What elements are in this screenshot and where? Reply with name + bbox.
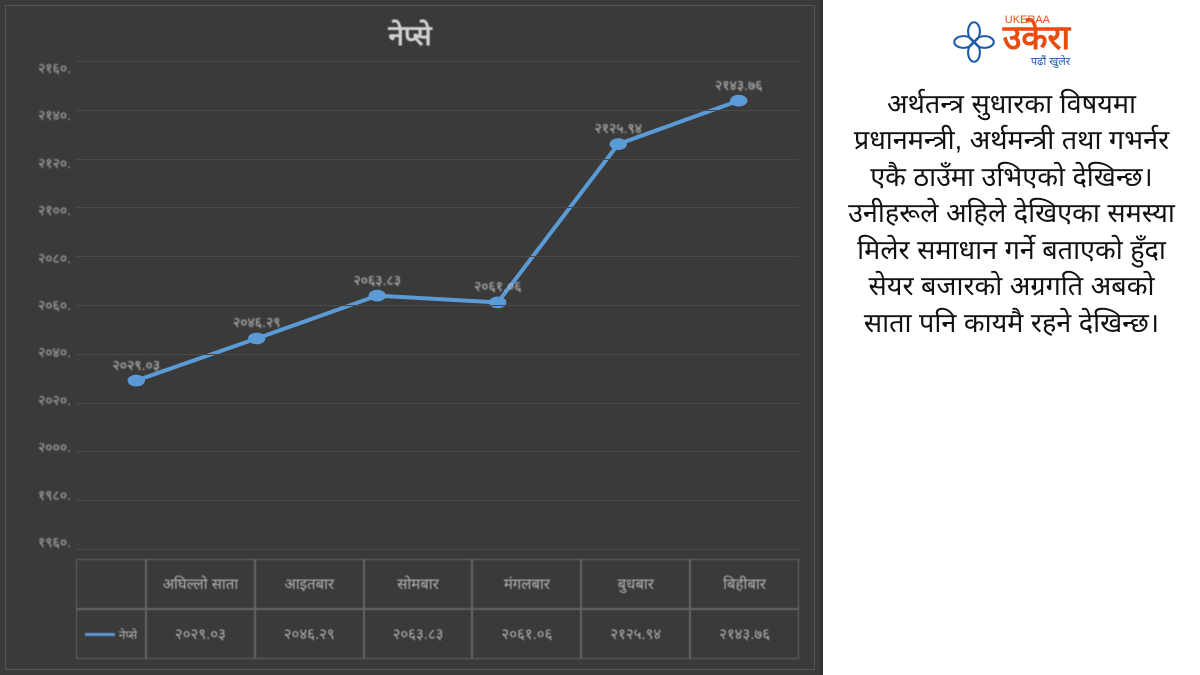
- legend-cell: नेप्से: [76, 609, 146, 659]
- y-tick: १९६०.: [16, 535, 71, 549]
- table-header-cell: आइतबार: [255, 559, 364, 609]
- data-point: [489, 297, 506, 309]
- y-tick: २०८०.: [16, 251, 71, 265]
- logo-main-text: उकेरा: [1003, 21, 1070, 55]
- y-tick: २१६०.: [16, 61, 71, 75]
- data-label: २०४६.२९: [233, 313, 281, 332]
- logo-text-block: UKERAA उकेरा पढौं खुलेर: [1003, 15, 1070, 68]
- grid-line: [76, 500, 799, 501]
- table-header-cell: सोमबार: [364, 559, 473, 609]
- data-label: २१२५.९४: [594, 119, 642, 138]
- y-tick: २०४०.: [16, 345, 71, 359]
- data-label: २०६३.८३: [353, 271, 401, 290]
- y-tick: २१००.: [16, 203, 71, 217]
- grid-line: [76, 159, 799, 160]
- grid-line: [76, 61, 799, 62]
- data-point: [369, 290, 386, 302]
- chart-inner: नेप्से २१६०. २१४०. २१२०. २१००. २०८०. २०६०. २०४…: [5, 5, 815, 670]
- data-point: [128, 375, 145, 387]
- data-point: [610, 138, 627, 150]
- data-point: [730, 95, 747, 107]
- logo-icon: [953, 21, 995, 63]
- logo-tagline: पढौं खुलेर: [1003, 57, 1070, 68]
- y-axis: २१६०. २१४०. २१२०. २१००. २०८०. २०६०. २०४०. २०२०.…: [16, 61, 71, 549]
- table-header-row: अघिल्लो साताआइतबारसोमबारमंगलबारबुधबारबिह…: [76, 559, 799, 609]
- data-table: अघिल्लो साताआइतबारसोमबारमंगलबारबुधबारबिह…: [76, 559, 799, 659]
- data-point: [248, 333, 265, 345]
- side-panel: UKERAA उकेरा पढौं खुलेर अर्थतन्त्र सुधार…: [820, 0, 1200, 675]
- grid-line: [76, 403, 799, 404]
- legend-line-icon: [85, 633, 115, 636]
- y-tick: १९८०.: [16, 488, 71, 502]
- table-value-cell: २१२५.९४: [581, 609, 690, 659]
- table-header-cell: मंगलबार: [472, 559, 581, 609]
- table-corner-cell: [76, 559, 146, 609]
- table-header-cell: बिहीबार: [690, 559, 799, 609]
- data-label: २१४३.७६: [715, 76, 763, 95]
- y-tick: २१४०.: [16, 108, 71, 122]
- data-label: २०६१.०६: [474, 277, 522, 296]
- grid-line: [76, 256, 799, 257]
- grid-line: [76, 354, 799, 355]
- table-value-cell: २०२९.०३: [146, 609, 255, 659]
- y-tick: २१२०.: [16, 156, 71, 170]
- chart-title: नेप्से: [6, 6, 814, 54]
- plot-area: २०२९.०३ २०४६.२९ २०६३.८३ २०६१.०६ २१२५.९४ २१४३.…: [76, 61, 799, 549]
- grid-line: [76, 110, 799, 111]
- grid-line: [76, 207, 799, 208]
- data-label: २०२९.०३: [112, 356, 160, 375]
- table-header-cell: बुधबार: [581, 559, 690, 609]
- table-value-cell: २०६३.८३: [364, 609, 473, 659]
- y-tick: २०२०.: [16, 393, 71, 407]
- table-value-row: नेप्से २०२९.०३२०४६.२९२०६३.८३२०६१.०६२१२५.…: [76, 609, 799, 659]
- y-tick: २०६०.: [16, 298, 71, 312]
- table-value-cell: २१४३.७६: [690, 609, 799, 659]
- table-value-cell: २०४६.२९: [255, 609, 364, 659]
- chart-panel: नेप्से २१६०. २१४०. २१२०. २१००. २०८०. २०६०. २०४…: [0, 0, 820, 675]
- logo-block: UKERAA उकेरा पढौं खुलेर: [953, 15, 1070, 68]
- grid-line: [76, 305, 799, 306]
- table-value-cell: २०६१.०६: [472, 609, 581, 659]
- table-header-cell: अघिल्लो साता: [146, 559, 255, 609]
- legend-label: नेप्से: [119, 626, 138, 643]
- y-tick: २०००.: [16, 440, 71, 454]
- grid-line: [76, 451, 799, 452]
- grid-line: [76, 549, 799, 550]
- side-body-text: अर्थतन्त्र सुधारका विषयमा प्रधानमन्त्री,…: [843, 86, 1180, 341]
